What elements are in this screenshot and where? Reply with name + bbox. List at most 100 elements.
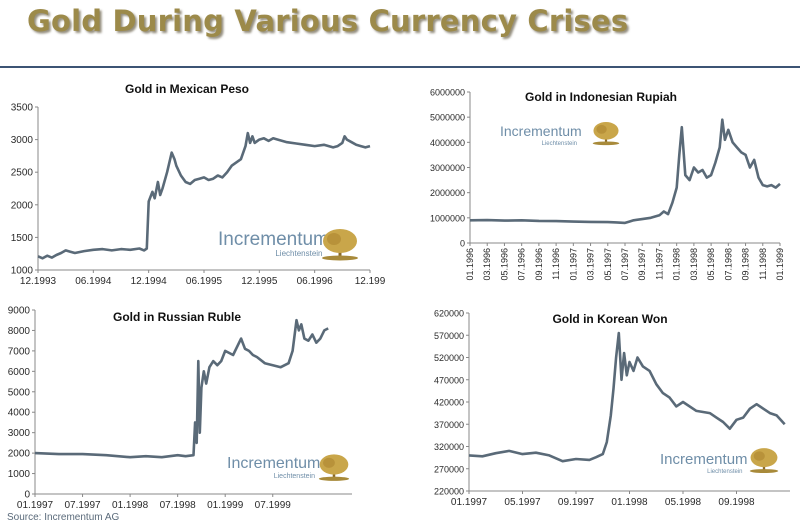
x-tick-label: 01.1998 — [611, 497, 648, 508]
tree-canopy-shade — [753, 451, 765, 461]
x-tick-label: 07.1996 — [517, 248, 527, 281]
x-tick-label: 01.1999 — [775, 248, 785, 281]
x-tick-label: 01.1997 — [451, 497, 488, 508]
x-tick-label: 05.1997 — [504, 497, 541, 508]
x-tick-label: 06.1994 — [75, 276, 112, 287]
x-tick-label: 01.1998 — [672, 248, 682, 281]
y-tick-label: 1000 — [11, 266, 34, 277]
x-tick-label: 05.1997 — [603, 248, 613, 281]
brand-subtitle: Liechtenstein — [274, 473, 315, 480]
page-title: Gold During Various Currency Crises — [27, 4, 629, 38]
tree-logo-icon — [749, 448, 779, 474]
tree-canopy-shade — [596, 124, 607, 134]
y-tick-label: 0 — [460, 239, 465, 249]
tree-logo-icon — [322, 229, 358, 261]
x-tick-label: 03.1997 — [586, 248, 596, 281]
title-divider — [0, 66, 800, 68]
series-line — [469, 118, 781, 225]
x-tick-label: 06.1995 — [186, 276, 223, 287]
y-tick-label: 1500 — [11, 233, 34, 244]
x-tick-label: 01.1998 — [112, 500, 149, 511]
y-tick-label: 270000 — [434, 464, 464, 474]
y-tick-label: 1000 — [8, 469, 31, 480]
x-tick-label: 09.1998 — [741, 248, 751, 281]
brand-subtitle: Liechtenstein — [707, 469, 742, 475]
tree-logo-icon — [592, 121, 620, 146]
x-tick-label: 12.1993 — [20, 276, 57, 287]
x-tick-label: 03.1998 — [689, 248, 699, 281]
y-tick-label: 470000 — [434, 375, 464, 385]
x-tick-label: 12.199 — [355, 276, 386, 287]
brand-name: Incrementum — [218, 229, 329, 250]
tree-ground — [318, 476, 350, 481]
y-tick-label: 1000000 — [430, 213, 465, 223]
tree-ground — [322, 255, 358, 261]
chart-title: Gold in Mexican Peso — [125, 82, 249, 96]
brand-name: Incrementum — [660, 451, 748, 468]
y-tick-label: 2500 — [11, 168, 34, 179]
x-tick-label: 11.1998 — [758, 248, 768, 280]
x-tick-label: 03.1996 — [482, 248, 492, 281]
y-tick-label: 620000 — [434, 309, 464, 319]
x-tick-label: 07.1997 — [620, 248, 630, 281]
tree-canopy-shade — [327, 233, 341, 245]
x-tick-label: 05.1996 — [499, 248, 509, 281]
x-tick-label: 09.1997 — [558, 497, 595, 508]
tree-canopy-shade — [323, 457, 335, 468]
x-tick-label: 05.1998 — [706, 248, 716, 281]
x-tick-label: 09.1998 — [718, 497, 755, 508]
y-tick-label: 8000 — [8, 326, 31, 337]
x-tick-label: 01.1999 — [207, 500, 244, 511]
series-line — [37, 131, 371, 260]
y-tick-label: 320000 — [434, 442, 464, 452]
y-tick-label: 570000 — [434, 331, 464, 341]
x-tick-label: 01.1996 — [465, 248, 475, 281]
y-tick-label: 4000000 — [430, 138, 465, 148]
x-tick-label: 12.1995 — [241, 276, 278, 287]
x-tick-label: 05.1998 — [665, 497, 702, 508]
chart-title: Gold in Russian Ruble — [113, 310, 241, 324]
x-tick-label: 09.1997 — [637, 248, 647, 281]
y-tick-label: 2000000 — [430, 188, 465, 198]
y-tick-label: 2000 — [11, 200, 34, 211]
x-tick-label: 07.1997 — [64, 500, 101, 511]
series-line — [468, 331, 786, 463]
x-tick-label: 12.1994 — [131, 276, 168, 287]
y-tick-label: 5000 — [8, 387, 31, 398]
y-tick-label: 6000000 — [430, 88, 465, 98]
y-tick-label: 2000 — [8, 449, 31, 460]
chart-title: Gold in Korean Won — [552, 312, 667, 326]
source-note: Source: Incrementum AG — [7, 512, 120, 523]
chart-4: Gold in Korean Won 220000 270000 320000 3700… — [434, 309, 790, 508]
x-tick-label: 07.1998 — [723, 248, 733, 281]
x-tick-label: 01.1997 — [568, 248, 578, 281]
chart-3: Gold in Russian Ruble 0 1000 2000 3000 4000 50… — [8, 306, 352, 511]
y-tick-label: 370000 — [434, 420, 464, 430]
y-tick-label: 3500 — [11, 103, 34, 114]
tree-logo-icon — [318, 454, 350, 481]
brand-name: Incrementum — [227, 455, 320, 472]
series-line — [34, 318, 329, 459]
x-tick-label: 07.1998 — [160, 500, 197, 511]
y-tick-label: 420000 — [434, 398, 464, 408]
y-tick-label: 4000 — [8, 408, 31, 419]
tree-ground — [592, 141, 620, 146]
x-tick-label: 11.1997 — [654, 248, 664, 280]
x-tick-label: 07.1999 — [255, 500, 292, 511]
y-tick-label: 6000 — [8, 367, 31, 378]
chart-2: Gold in Indonesian Rupiah 0 1000000 2000000… — [430, 88, 785, 281]
tree-ground — [749, 469, 779, 474]
x-tick-label: 11.1996 — [551, 248, 561, 280]
x-tick-label: 01.1997 — [17, 500, 54, 511]
y-tick-label: 0 — [24, 490, 30, 501]
y-tick-label: 5000000 — [430, 113, 465, 123]
brand-subtitle: Liechtenstein — [275, 249, 322, 258]
y-tick-label: 3000000 — [430, 163, 465, 173]
chart-1: Gold in Mexican Peso 1000 1500 2000 2500 3000… — [11, 82, 386, 287]
chart-title: Gold in Indonesian Rupiah — [525, 90, 677, 104]
y-tick-label: 520000 — [434, 353, 464, 363]
brand-name: Incrementum — [500, 123, 582, 139]
y-tick-label: 3000 — [8, 428, 31, 439]
y-tick-label: 3000 — [11, 135, 34, 146]
